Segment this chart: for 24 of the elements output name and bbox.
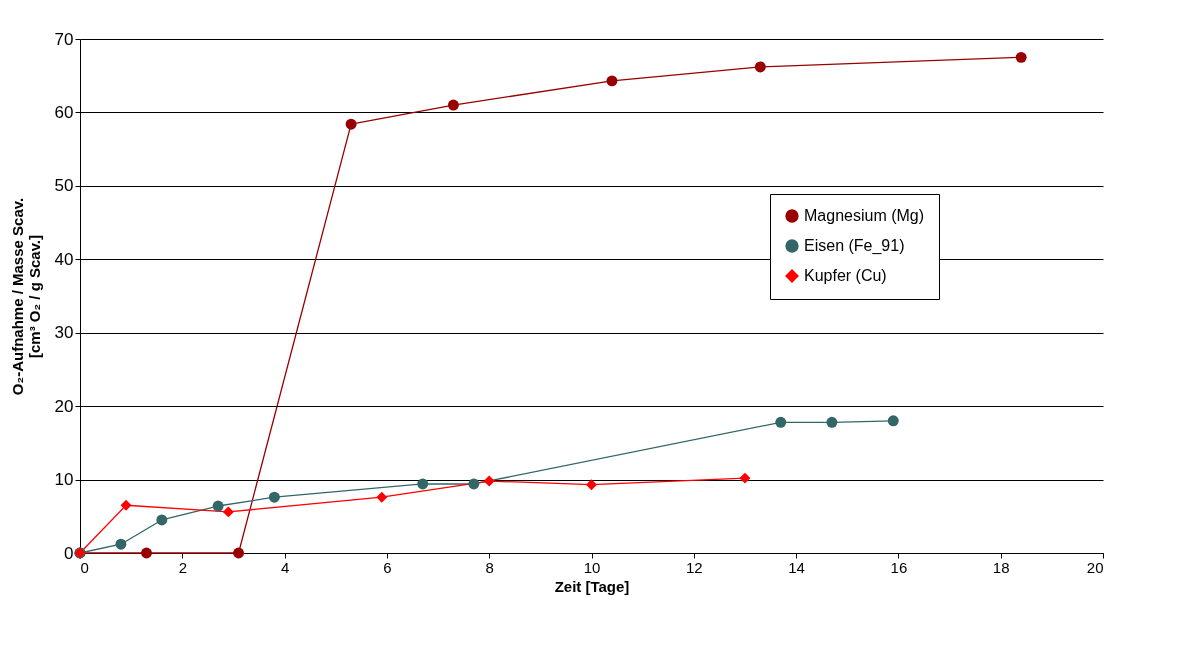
x-tick-label: 6 <box>383 558 392 576</box>
y-tick-label: 0 <box>64 543 74 563</box>
y-tick-label: 50 <box>54 176 74 196</box>
legend-label: Kupfer (Cu) <box>804 267 887 284</box>
x-tick-label: 18 <box>992 558 1010 576</box>
y-tick-label: 20 <box>54 396 74 416</box>
x-tick-label: 0 <box>80 558 89 576</box>
y-tick-label: 10 <box>54 470 74 490</box>
x-tick-label: 16 <box>890 558 908 576</box>
x-axis-title: Zeit [Tage] <box>554 577 630 595</box>
y-axis-title: O₂-Aufnahme / Masse Scav. [cm³ O₂ / g Scav.] <box>8 197 43 396</box>
legend-label: Eisen (Fe_91) <box>804 237 905 255</box>
x-tick-label: 4 <box>280 558 290 576</box>
y-tick-label: 40 <box>54 249 74 269</box>
y-tick-label: 60 <box>54 102 74 122</box>
legend-label: Magnesium (Mg) <box>804 207 925 224</box>
x-tick-label: 8 <box>485 558 494 576</box>
x-tick-label: 2 <box>178 558 187 576</box>
x-tick-label: 20 <box>1086 558 1104 576</box>
y-tick-label: 70 <box>54 29 74 49</box>
y-tick-label: 30 <box>54 323 74 343</box>
x-tick-label: 12 <box>685 558 703 576</box>
x-tick-label: 14 <box>788 558 805 576</box>
x-tick-label: 10 <box>583 558 601 576</box>
